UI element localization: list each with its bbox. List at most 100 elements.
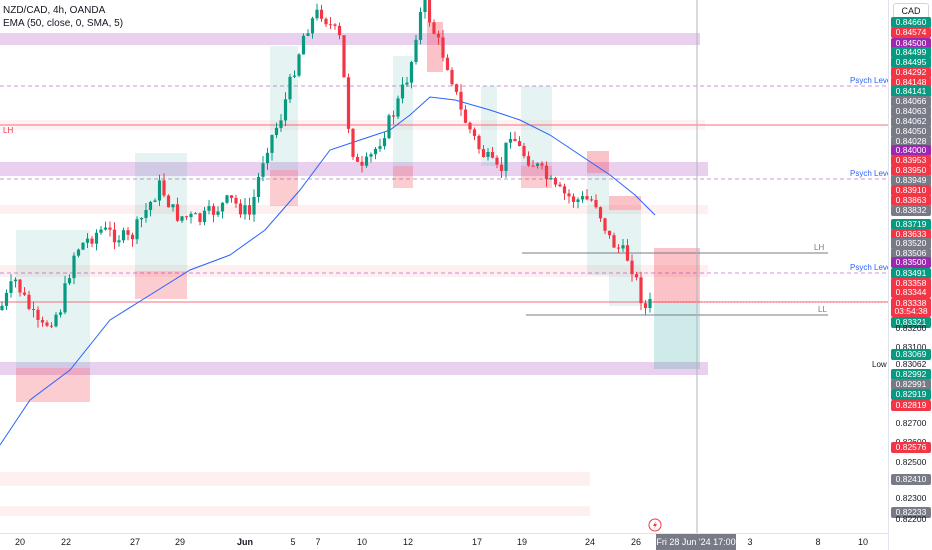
lightning-icon[interactable]: [648, 518, 662, 532]
zone-15: [393, 166, 413, 188]
price-marker-label: 0.82410: [891, 474, 931, 485]
chart-plot-area[interactable]: [0, 0, 888, 533]
candle-body: [333, 24, 337, 26]
candle-body: [234, 197, 238, 204]
candle-body: [193, 213, 198, 215]
time-axis[interactable]: 10 8 3 26 24 19 17 12 10 7 5 Jun 29 27 22 20 Fri 28 Jun…: [0, 533, 888, 550]
lh-right-label: LH: [814, 243, 825, 252]
candle-body: [18, 279, 22, 293]
candle-body: [553, 178, 558, 185]
candle-body: [202, 210, 207, 222]
time-label: 3: [747, 537, 753, 547]
candle-body: [387, 115, 391, 139]
candle-body: [513, 138, 517, 142]
price-tick-label: 0.82700: [895, 418, 927, 428]
candle-body: [319, 9, 324, 19]
ll-label: LL: [818, 305, 827, 314]
candle-body: [229, 195, 234, 198]
price-tick-label: 0.83100: [895, 342, 927, 352]
candle-body: [54, 314, 58, 327]
candle-body: [126, 230, 130, 235]
candle-body: [396, 98, 400, 117]
candle-body: [346, 77, 351, 129]
zone-19: [521, 166, 552, 188]
candle-body: [4, 292, 9, 306]
price-marker-label: 0.84063: [891, 106, 931, 117]
candle-body: [630, 260, 634, 275]
zone-6: [0, 506, 590, 516]
candle-body: [625, 245, 630, 261]
lines-layer: [0, 0, 888, 533]
zone-0: [0, 33, 700, 45]
candle-body: [171, 204, 175, 208]
candle-body: [427, 0, 432, 23]
candle-body: [450, 69, 454, 85]
candle-body: [99, 229, 103, 233]
candle-body: [175, 204, 180, 221]
price-marker-label: 0.84500: [891, 38, 931, 49]
price-marker-label: 0.82919: [891, 389, 931, 400]
zone-22: [609, 196, 641, 210]
price-marker-label: 0.82576: [891, 442, 931, 453]
zones-layer: [0, 22, 708, 516]
candle-body: [598, 207, 603, 219]
price-marker-label: 0.83832: [891, 205, 931, 216]
symbol-legend[interactable]: NZD/CAD, 4h, OANDA: [3, 5, 106, 16]
zone-21: [587, 173, 609, 275]
zone-10: [135, 153, 187, 271]
price-marker-label: 0.83321: [891, 317, 931, 328]
candle-body: [391, 115, 396, 117]
zone-18: [521, 86, 552, 166]
zone-1: [0, 162, 708, 176]
candle-body: [369, 154, 373, 157]
candles-layer: [0, 0, 652, 329]
time-cursor-label: Fri 28 Jun '24 17:00: [656, 534, 736, 550]
price-axis[interactable]: CAD 0.84660 0.84574 0.84500 0.84499 0.84495 0…: [888, 0, 932, 550]
candle-body: [612, 235, 616, 248]
time-label: 12: [402, 537, 414, 547]
price-tick-label: 0.83062: [895, 359, 927, 369]
candle-body: [220, 202, 225, 212]
candle-body: [400, 84, 405, 99]
candle-body: [288, 76, 292, 100]
candle-body: [180, 216, 184, 221]
zone-17: [481, 86, 497, 166]
price-marker-label: 0.84660: [891, 17, 931, 28]
price-marker-label: 0.84499: [891, 47, 931, 58]
candle-body: [342, 35, 346, 78]
candle-body: [139, 217, 144, 220]
price-marker-label: 0.82819: [891, 400, 931, 411]
price-marker-label: 0.84066: [891, 96, 931, 107]
candle-body: [526, 156, 531, 166]
candle-body: [153, 200, 157, 202]
time-label: 24: [584, 537, 596, 547]
time-label: 27: [129, 537, 141, 547]
candle-body: [301, 35, 306, 55]
price-marker-label: 0.83633: [891, 229, 931, 240]
candle-body: [328, 24, 333, 26]
candle-body: [76, 249, 81, 256]
candle-body: [607, 230, 612, 236]
candle-body: [121, 230, 126, 241]
indicator-legend[interactable]: EMA (50, close, 0, SMA, 5): [3, 18, 124, 29]
candle-body: [517, 141, 522, 146]
candle-body: [382, 138, 387, 147]
candle-body: [58, 312, 63, 315]
candle-body: [436, 33, 441, 38]
candle-body: [364, 156, 369, 166]
price-marker-label: 0.84000: [891, 145, 931, 156]
candle-body: [310, 18, 315, 34]
candle-body: [283, 99, 288, 121]
candle-body: [423, 0, 427, 13]
candle-body: [243, 205, 247, 215]
candle-body: [265, 152, 270, 164]
price-marker-label: 0.82233: [891, 507, 931, 518]
candle-body: [567, 193, 571, 197]
psych-level-label-2: Psych Level: [850, 169, 894, 178]
price-marker-label: 0.84148: [891, 77, 931, 88]
candle-body: [531, 165, 535, 167]
candle-body: [463, 109, 468, 123]
zone-9: [16, 368, 90, 402]
candle-body: [67, 278, 72, 284]
candle-body: [643, 303, 648, 309]
